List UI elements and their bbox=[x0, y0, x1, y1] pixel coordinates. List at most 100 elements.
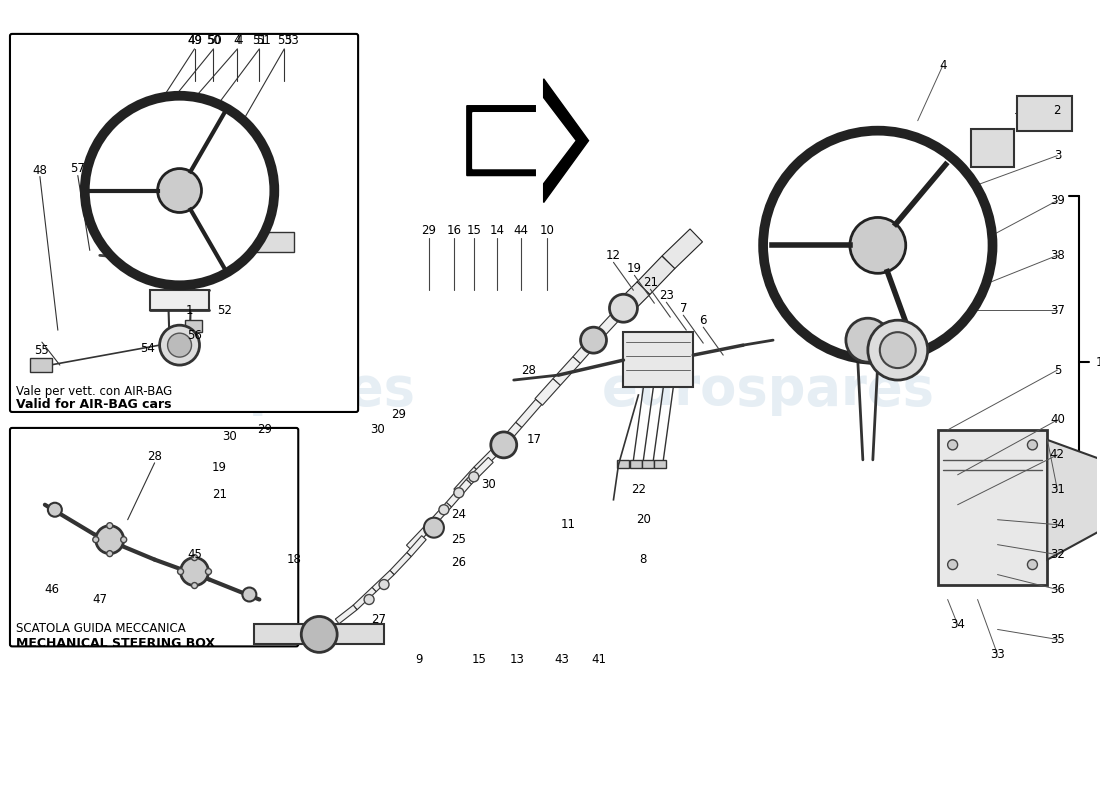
Text: 34: 34 bbox=[950, 618, 965, 631]
Circle shape bbox=[846, 318, 890, 362]
Bar bbox=[970, 129, 1014, 166]
Polygon shape bbox=[407, 536, 426, 557]
Circle shape bbox=[364, 594, 374, 605]
Circle shape bbox=[180, 558, 209, 586]
FancyBboxPatch shape bbox=[10, 34, 359, 412]
Text: 33: 33 bbox=[990, 648, 1005, 661]
Polygon shape bbox=[466, 458, 493, 484]
Text: 8: 8 bbox=[640, 553, 647, 566]
Text: 30: 30 bbox=[222, 430, 236, 443]
Bar bbox=[254, 625, 384, 644]
Circle shape bbox=[160, 325, 199, 365]
Circle shape bbox=[609, 294, 637, 322]
Polygon shape bbox=[353, 587, 376, 610]
Text: 42: 42 bbox=[1049, 448, 1065, 462]
Text: 41: 41 bbox=[591, 653, 606, 666]
Circle shape bbox=[92, 537, 99, 542]
Text: 11: 11 bbox=[561, 518, 576, 531]
Circle shape bbox=[242, 587, 256, 602]
Text: 15: 15 bbox=[472, 653, 486, 666]
Polygon shape bbox=[427, 502, 451, 529]
Circle shape bbox=[157, 169, 201, 213]
Text: 20: 20 bbox=[636, 514, 651, 526]
Text: 29: 29 bbox=[392, 409, 407, 422]
Text: eurospares: eurospares bbox=[82, 364, 416, 416]
Circle shape bbox=[379, 579, 389, 590]
Text: 48: 48 bbox=[33, 164, 47, 177]
Circle shape bbox=[177, 569, 184, 574]
Polygon shape bbox=[573, 332, 603, 363]
Text: 1: 1 bbox=[186, 304, 194, 317]
Text: 22: 22 bbox=[631, 483, 646, 496]
Text: 27: 27 bbox=[372, 613, 386, 626]
Circle shape bbox=[880, 332, 915, 368]
Text: 30: 30 bbox=[370, 423, 384, 437]
Text: 10: 10 bbox=[539, 224, 554, 237]
Text: 40: 40 bbox=[1049, 414, 1065, 426]
Circle shape bbox=[439, 505, 449, 514]
Text: 55: 55 bbox=[34, 344, 50, 357]
Circle shape bbox=[947, 440, 958, 450]
Polygon shape bbox=[662, 229, 703, 269]
Polygon shape bbox=[466, 78, 588, 202]
Text: 51: 51 bbox=[256, 34, 271, 47]
Text: 54: 54 bbox=[140, 342, 155, 354]
Circle shape bbox=[107, 522, 112, 529]
Text: 6: 6 bbox=[700, 314, 707, 326]
Text: 4: 4 bbox=[939, 59, 946, 72]
Text: 19: 19 bbox=[212, 462, 227, 474]
Polygon shape bbox=[516, 399, 541, 427]
Text: 36: 36 bbox=[1049, 583, 1065, 596]
Text: 52: 52 bbox=[217, 304, 232, 317]
Circle shape bbox=[1027, 440, 1037, 450]
FancyBboxPatch shape bbox=[10, 428, 298, 646]
Text: 56: 56 bbox=[187, 329, 202, 342]
Text: 47: 47 bbox=[92, 593, 108, 606]
Text: 29: 29 bbox=[421, 224, 437, 237]
Circle shape bbox=[469, 472, 478, 482]
Text: 37: 37 bbox=[1049, 304, 1065, 317]
Circle shape bbox=[581, 327, 606, 353]
Text: MECHANICAL STEERING BOX: MECHANICAL STEERING BOX bbox=[16, 638, 214, 650]
Polygon shape bbox=[447, 479, 472, 507]
Text: 4: 4 bbox=[235, 34, 243, 47]
Text: 16: 16 bbox=[447, 224, 461, 237]
Text: 3: 3 bbox=[1054, 149, 1062, 162]
Text: 15: 15 bbox=[466, 224, 482, 237]
Text: 24: 24 bbox=[451, 508, 466, 522]
Text: 45: 45 bbox=[187, 548, 202, 561]
Polygon shape bbox=[617, 282, 650, 314]
Circle shape bbox=[191, 582, 198, 589]
Text: Valid for AIR-BAG cars: Valid for AIR-BAG cars bbox=[16, 398, 172, 411]
Circle shape bbox=[491, 432, 517, 458]
Text: 49: 49 bbox=[187, 34, 202, 47]
Text: 43: 43 bbox=[554, 653, 569, 666]
Text: 21: 21 bbox=[212, 488, 227, 502]
Circle shape bbox=[301, 617, 338, 652]
Text: 53: 53 bbox=[277, 34, 292, 47]
Text: 1: 1 bbox=[1096, 355, 1100, 369]
Text: 17: 17 bbox=[526, 434, 541, 446]
Bar bbox=[642, 460, 654, 468]
Text: 39: 39 bbox=[1049, 194, 1065, 207]
Bar bbox=[630, 460, 642, 468]
Bar bbox=[654, 460, 667, 468]
Text: 53: 53 bbox=[284, 34, 299, 47]
Bar bbox=[150, 290, 209, 310]
Circle shape bbox=[763, 130, 992, 360]
Text: 30: 30 bbox=[482, 478, 496, 491]
Circle shape bbox=[167, 333, 191, 357]
Text: 44: 44 bbox=[514, 224, 528, 237]
Circle shape bbox=[191, 554, 198, 561]
Text: 18: 18 bbox=[287, 553, 301, 566]
Bar bbox=[1018, 96, 1072, 130]
Circle shape bbox=[1027, 560, 1037, 570]
Circle shape bbox=[107, 550, 112, 557]
Circle shape bbox=[85, 96, 274, 286]
Circle shape bbox=[206, 569, 211, 574]
Text: 32: 32 bbox=[1049, 548, 1065, 561]
Text: SCATOLA GUIDA MECCANICA: SCATOLA GUIDA MECCANICA bbox=[16, 622, 186, 635]
Text: 50: 50 bbox=[206, 34, 221, 47]
Polygon shape bbox=[496, 422, 521, 450]
Polygon shape bbox=[595, 305, 627, 338]
